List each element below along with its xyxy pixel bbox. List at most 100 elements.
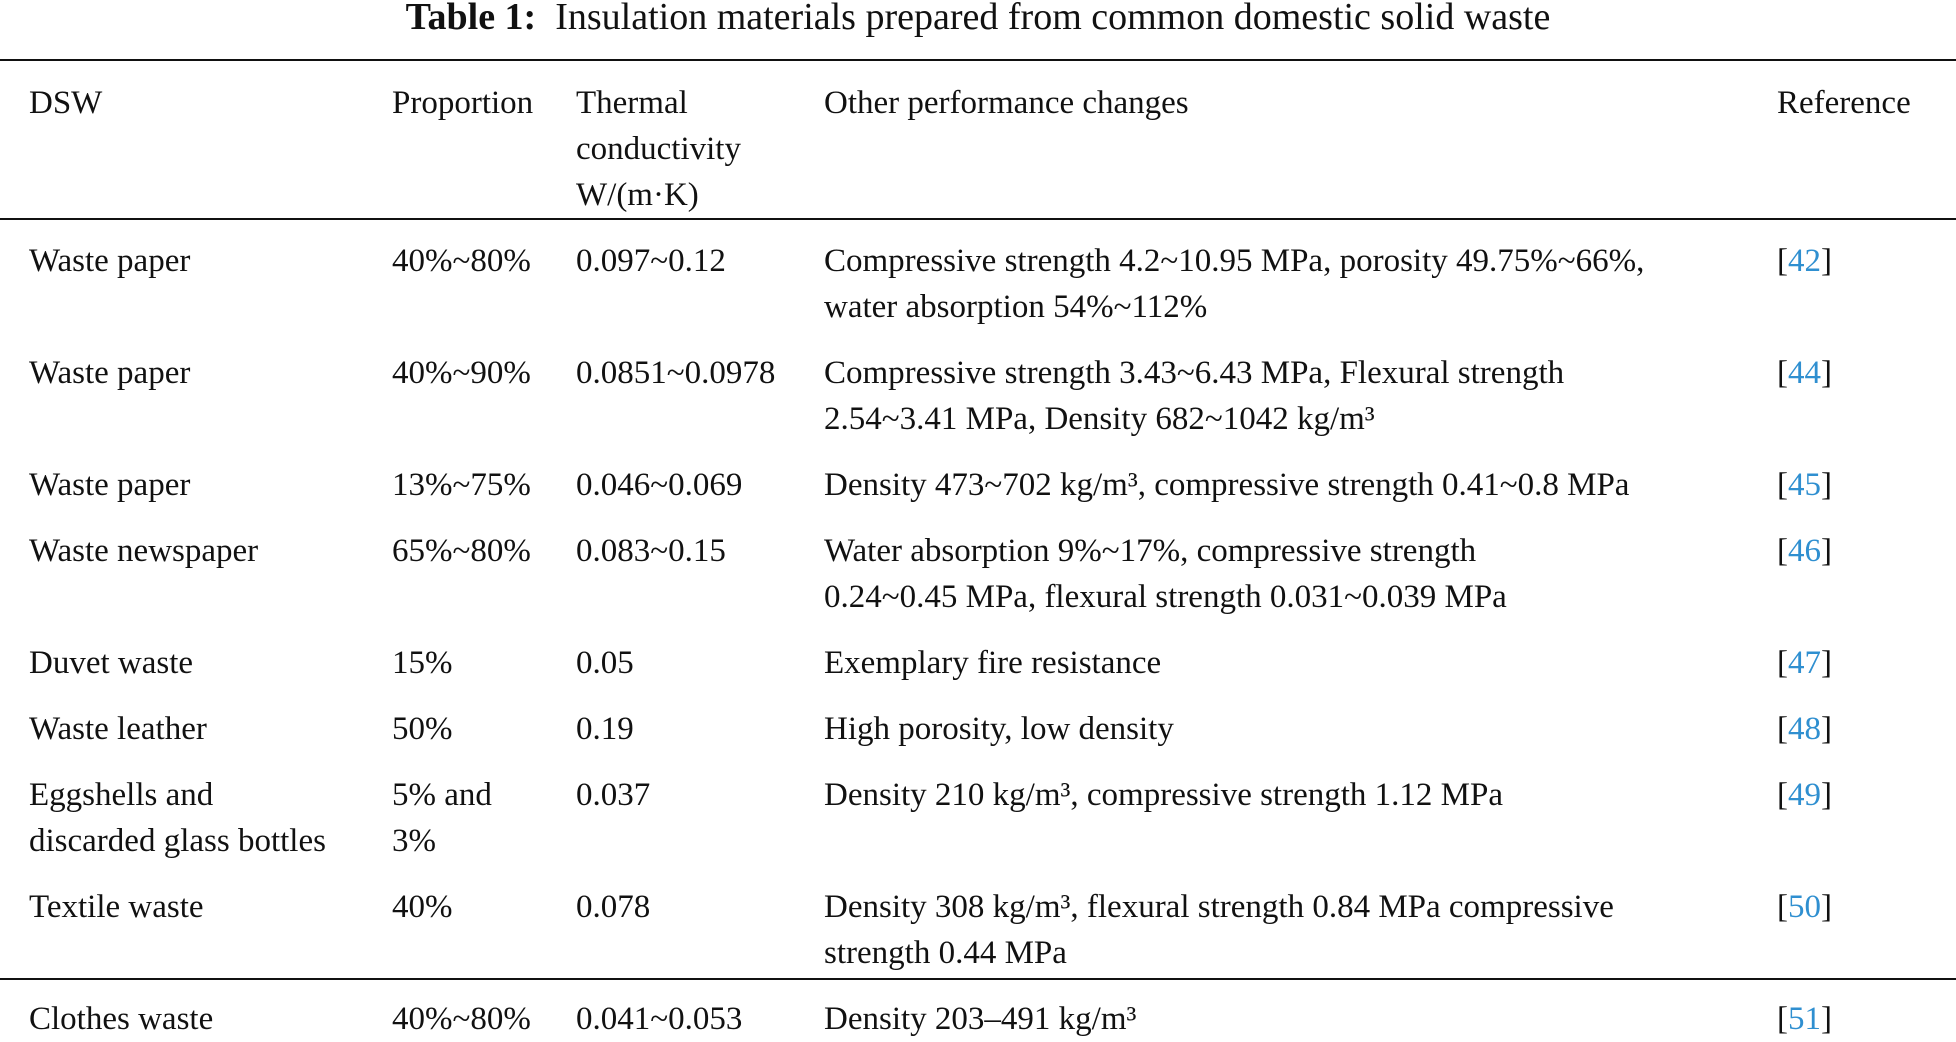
cell-thermal: 0.046~0.069 — [576, 467, 743, 503]
cell-proportion: 15% — [392, 620, 576, 686]
cell-other-line: Compressive strength 4.2~10.95 MPa, poro… — [824, 243, 1645, 279]
cell-dsw: Waste paper — [0, 442, 392, 508]
header-rule — [0, 218, 1956, 220]
cell-dsw-line: Waste paper — [29, 467, 191, 503]
cell-dsw: Waste paper — [0, 330, 392, 442]
cell-dsw: Clothes waste — [0, 976, 392, 1042]
table-row: Waste leather 50% 0.19 High porosity, lo… — [0, 686, 1956, 752]
cell-thermal: 0.05 — [576, 645, 634, 681]
cell-other-line: strength 0.44 MPa — [824, 935, 1067, 971]
cell-reference: [49] — [1777, 777, 1832, 813]
cell-proportion-line: 40%~90% — [392, 355, 531, 391]
cell-proportion-line: 5% and — [392, 777, 492, 813]
cell-thermal: 0.083~0.15 — [576, 533, 726, 569]
table-row: Eggshells and discarded glass bottles 5% … — [0, 752, 1956, 864]
cell-other-line: Exemplary fire resistance — [824, 645, 1162, 681]
cell-proportion: 40%~80% — [392, 218, 576, 330]
cell-proportion: 40%~80% — [392, 976, 576, 1042]
cell-dsw-line: Duvet waste — [29, 645, 194, 681]
header-thermal-line-1: Thermal — [576, 85, 688, 121]
cell-reference: [47] — [1777, 645, 1832, 681]
cell-other: Water absorption 9%~17%, compressive str… — [824, 508, 1777, 620]
cell-proportion: 13%~75% — [392, 442, 576, 508]
cell-other-line: Water absorption 9%~17%, compressive str… — [824, 533, 1477, 569]
cell-other-line: Density 473~702 kg/m³, compressive stren… — [824, 467, 1630, 503]
reference-link[interactable]: 48 — [1788, 711, 1821, 747]
cell-other: Compressive strength 4.2~10.95 MPa, poro… — [824, 218, 1777, 330]
cell-proportion: 40%~90% — [392, 330, 576, 442]
cell-dsw: Waste newspaper — [0, 508, 392, 620]
cell-dsw-line: Textile waste — [29, 889, 204, 925]
cell-dsw-line: discarded glass bottles — [29, 823, 326, 859]
materials-table: DSW Proportion Thermal conductivity W/(m·K… — [0, 61, 1956, 1042]
cell-proportion-line: 3% — [392, 823, 436, 859]
cell-proportion: 65%~80% — [392, 508, 576, 620]
table-row: Textile waste 40% 0.078 Density 308 kg/m… — [0, 864, 1956, 976]
cell-thermal: 0.097~0.12 — [576, 243, 726, 279]
table-body: Waste paper 40%~80% 0.097~0.12 Compressi… — [0, 218, 1956, 1042]
bottom-rule — [0, 978, 1956, 980]
cell-other-line: Compressive strength 3.43~6.43 MPa, Flex… — [824, 355, 1565, 391]
cell-reference: [50] — [1777, 889, 1832, 925]
header-other-performance: Other performance changes — [824, 85, 1189, 121]
cell-other: Compressive strength 3.43~6.43 MPa, Flex… — [824, 330, 1777, 442]
reference-link[interactable]: 49 — [1788, 777, 1821, 813]
table-caption: Table 1: Insulation materials prepared f… — [0, 0, 1956, 40]
reference-link[interactable]: 44 — [1788, 355, 1821, 391]
cell-dsw-line: Eggshells and — [29, 777, 214, 813]
cell-thermal: 0.0851~0.0978 — [576, 355, 776, 391]
header-row: DSW Proportion Thermal conductivity W/(m·K… — [0, 61, 1956, 218]
cell-other: Density 203–491 kg/m³ — [824, 976, 1777, 1042]
reference-link[interactable]: 45 — [1788, 467, 1821, 503]
reference-link[interactable]: 51 — [1788, 1001, 1821, 1037]
cell-other-line: Density 210 kg/m³, compressive strength … — [824, 777, 1503, 813]
cell-other-line: water absorption 54%~112% — [824, 289, 1208, 325]
header-thermal-line-3: W/(m·K) — [576, 177, 699, 213]
header-dsw: DSW — [29, 85, 103, 121]
cell-dsw: Waste paper — [0, 218, 392, 330]
reference-link[interactable]: 50 — [1788, 889, 1821, 925]
table-row: Clothes waste 40%~80% 0.041~0.053 Densit… — [0, 976, 1956, 1042]
table-row: Duvet waste 15% 0.05 Exemplary fire resi… — [0, 620, 1956, 686]
cell-dsw-line: Waste newspaper — [29, 533, 259, 569]
header-thermal-conductivity: Thermal conductivity W/(m·K) — [576, 61, 824, 218]
table-header: DSW Proportion Thermal conductivity W/(m·K… — [0, 61, 1956, 218]
cell-proportion-line: 40%~80% — [392, 1001, 531, 1037]
reference-link[interactable]: 42 — [1788, 243, 1821, 279]
cell-thermal: 0.078 — [576, 889, 651, 925]
reference-link[interactable]: 47 — [1788, 645, 1821, 681]
table-caption-label: Table 1: — [405, 0, 537, 38]
cell-other: Density 210 kg/m³, compressive strength … — [824, 752, 1777, 864]
cell-dsw-line: Waste leather — [29, 711, 207, 747]
cell-other: Density 308 kg/m³, flexural strength 0.8… — [824, 864, 1777, 976]
cell-proportion-line: 50% — [392, 711, 453, 747]
cell-other-line: High porosity, low density — [824, 711, 1174, 747]
cell-proportion-line: 40% — [392, 889, 453, 925]
cell-dsw: Eggshells and discarded glass bottles — [0, 752, 392, 864]
cell-other-line: Density 203–491 kg/m³ — [824, 1001, 1137, 1037]
cell-other-line: 2.54~3.41 MPa, Density 682~1042 kg/m³ — [824, 401, 1375, 437]
cell-dsw-line: Clothes waste — [29, 1001, 214, 1037]
cell-dsw: Textile waste — [0, 864, 392, 976]
cell-reference: [51] — [1777, 1001, 1832, 1037]
cell-thermal: 0.041~0.053 — [576, 1001, 743, 1037]
cell-dsw-line: Waste paper — [29, 355, 191, 391]
reference-link[interactable]: 46 — [1788, 533, 1821, 569]
cell-other-line: 0.24~0.45 MPa, flexural strength 0.031~0… — [824, 579, 1507, 615]
cell-reference: [46] — [1777, 533, 1832, 569]
cell-proportion-line: 40%~80% — [392, 243, 531, 279]
table-row: Waste newspaper 65%~80% 0.083~0.15 Water… — [0, 508, 1956, 620]
cell-other-line: Density 308 kg/m³, flexural strength 0.8… — [824, 889, 1614, 925]
table-row: Waste paper 40%~90% 0.0851~0.0978 Compre… — [0, 330, 1956, 442]
cell-other: High porosity, low density — [824, 686, 1777, 752]
cell-reference: [44] — [1777, 355, 1832, 391]
cell-proportion: 40% — [392, 864, 576, 976]
cell-proportion-line: 15% — [392, 645, 453, 681]
table-row: Waste paper 40%~80% 0.097~0.12 Compressi… — [0, 218, 1956, 330]
cell-dsw: Waste leather — [0, 686, 392, 752]
header-reference: Reference — [1777, 85, 1911, 121]
cell-reference: [45] — [1777, 467, 1832, 503]
cell-dsw-line: Waste paper — [29, 243, 191, 279]
cell-other: Density 473~702 kg/m³, compressive stren… — [824, 442, 1777, 508]
cell-proportion: 5% and 3% — [392, 752, 576, 864]
